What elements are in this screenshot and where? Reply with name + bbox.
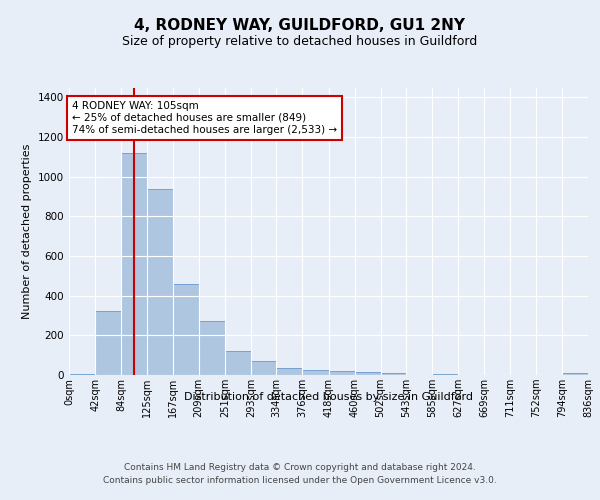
Bar <box>355 372 380 375</box>
Bar <box>173 284 199 375</box>
Text: Contains public sector information licensed under the Open Government Licence v3: Contains public sector information licen… <box>103 476 497 485</box>
Bar <box>146 188 173 375</box>
Text: 4, RODNEY WAY, GUILDFORD, GU1 2NY: 4, RODNEY WAY, GUILDFORD, GU1 2NY <box>134 18 466 32</box>
Bar <box>329 371 355 375</box>
Text: Contains HM Land Registry data © Crown copyright and database right 2024.: Contains HM Land Registry data © Crown c… <box>124 462 476 471</box>
Bar <box>380 373 406 375</box>
Bar <box>225 351 251 375</box>
Bar <box>95 310 121 375</box>
Bar <box>302 370 329 375</box>
Text: Size of property relative to detached houses in Guildford: Size of property relative to detached ho… <box>122 35 478 48</box>
Bar <box>69 374 95 375</box>
Bar <box>251 361 277 375</box>
Bar <box>432 374 458 375</box>
Bar <box>277 368 302 375</box>
Text: 4 RODNEY WAY: 105sqm
← 25% of detached houses are smaller (849)
74% of semi-deta: 4 RODNEY WAY: 105sqm ← 25% of detached h… <box>72 102 337 134</box>
Text: Distribution of detached houses by size in Guildford: Distribution of detached houses by size … <box>184 392 473 402</box>
Y-axis label: Number of detached properties: Number of detached properties <box>22 144 32 319</box>
Bar <box>121 153 146 375</box>
Bar <box>199 322 225 375</box>
Bar <box>562 373 588 375</box>
